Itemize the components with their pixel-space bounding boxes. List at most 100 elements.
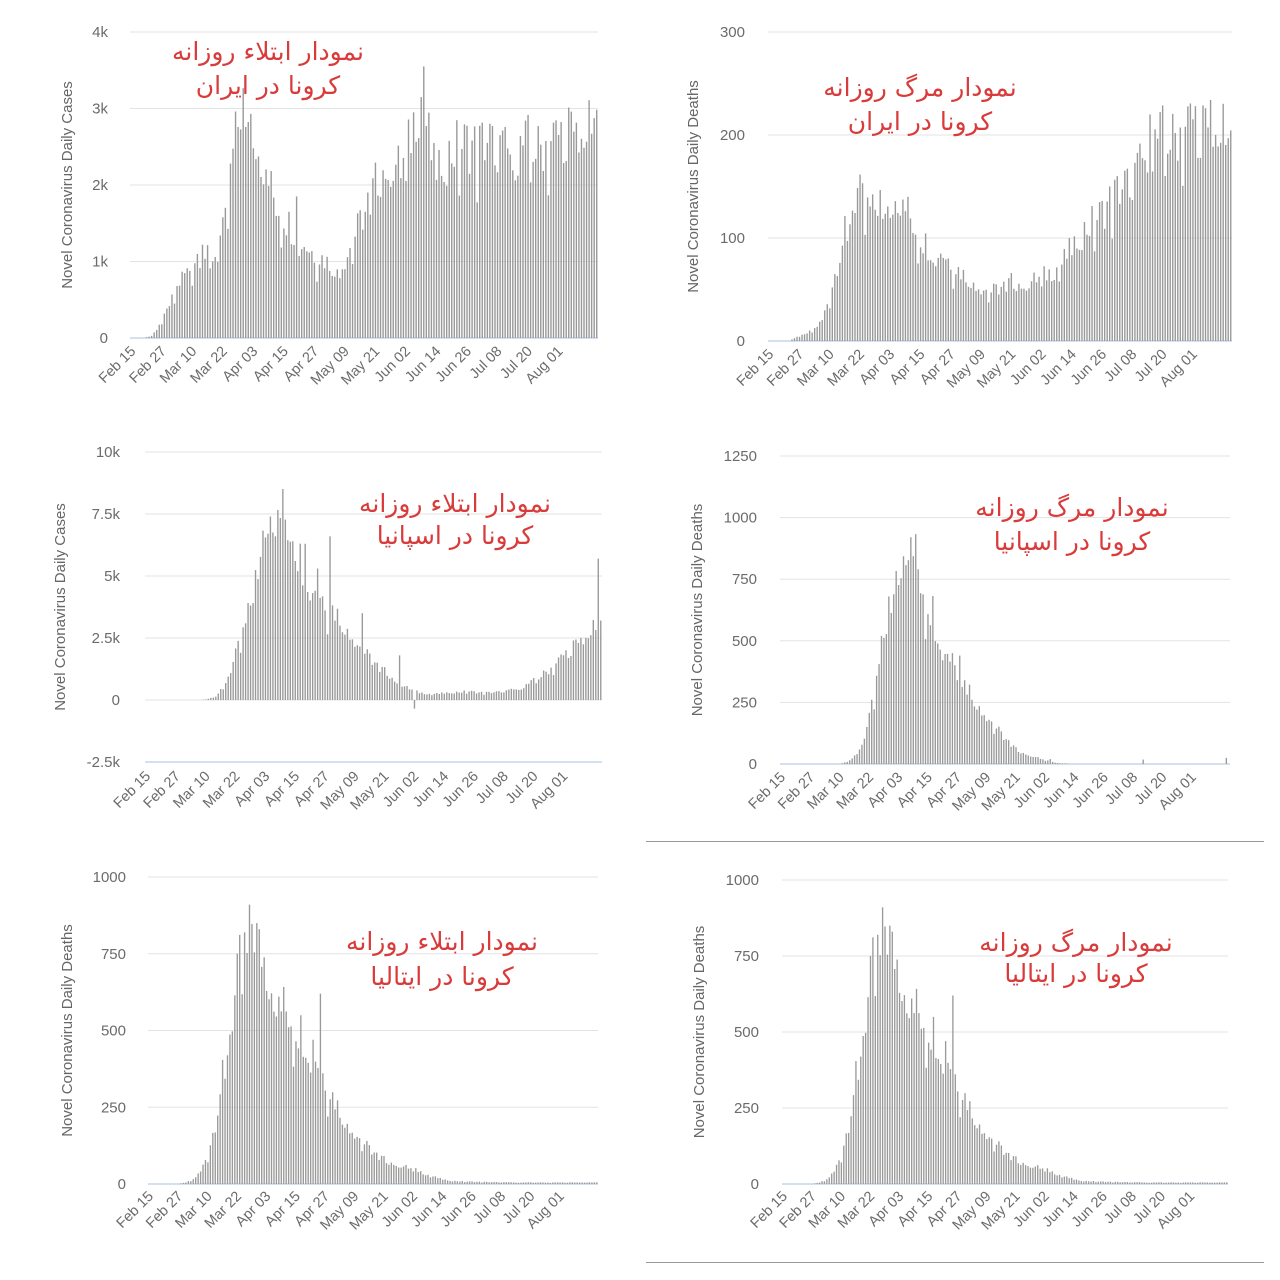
bar <box>811 332 813 341</box>
bar <box>925 1067 927 1184</box>
bar <box>866 197 869 341</box>
bar <box>1046 1168 1049 1184</box>
bar <box>575 639 577 700</box>
bar <box>1054 1174 1056 1184</box>
bar <box>295 1041 297 1184</box>
bar <box>1139 143 1141 341</box>
bar <box>417 1172 419 1184</box>
bar <box>498 1182 500 1184</box>
y-tick-label: 10k <box>96 444 121 461</box>
bar <box>1030 281 1033 341</box>
bar <box>891 931 893 1184</box>
bar <box>1015 291 1018 341</box>
bar <box>1136 1182 1138 1184</box>
bar <box>1194 1182 1196 1184</box>
bar <box>818 1182 821 1184</box>
bar <box>869 955 872 1184</box>
bar <box>1169 149 1171 341</box>
bar <box>445 185 448 338</box>
bar <box>1096 220 1098 341</box>
bar <box>1020 753 1022 764</box>
bar <box>1209 1182 1211 1184</box>
bar <box>349 1133 351 1184</box>
bar <box>881 907 884 1184</box>
bar <box>458 692 460 700</box>
bar <box>905 565 907 764</box>
bar <box>385 1163 388 1184</box>
bar <box>946 653 949 764</box>
bar <box>1102 1181 1104 1184</box>
bar <box>236 953 238 1184</box>
bar <box>483 694 485 700</box>
bar <box>956 680 958 764</box>
y-axis-label: Novel Coronavirus Daily Cases <box>59 81 76 289</box>
bar <box>468 691 470 700</box>
bar <box>402 157 405 338</box>
bar <box>1100 1181 1102 1184</box>
bar <box>407 119 410 338</box>
bar <box>427 1174 429 1184</box>
divider-line <box>646 841 1264 842</box>
bar <box>257 156 260 338</box>
bar <box>954 665 956 764</box>
bar <box>537 126 539 338</box>
bar <box>919 593 922 764</box>
bar <box>341 632 344 700</box>
bar <box>412 112 415 338</box>
y-tick-label: -2.5k <box>87 754 121 771</box>
bar <box>570 655 572 700</box>
bar <box>552 1182 554 1184</box>
bar <box>572 640 575 700</box>
bar <box>1151 171 1154 341</box>
bar <box>585 637 587 700</box>
bar <box>855 1061 857 1184</box>
bar <box>1141 1182 1143 1184</box>
bar <box>596 1182 598 1184</box>
bar <box>831 1173 833 1184</box>
bar <box>1141 158 1144 341</box>
bar <box>245 126 247 339</box>
bar <box>950 269 952 341</box>
bar <box>557 135 560 338</box>
bar <box>897 213 899 341</box>
bar <box>486 1181 488 1184</box>
bar <box>929 625 932 764</box>
bar <box>1126 168 1129 341</box>
bar <box>466 125 468 338</box>
bar <box>1131 199 1134 341</box>
bar <box>1052 761 1054 764</box>
bar <box>875 675 878 764</box>
bar <box>1219 142 1222 341</box>
bar <box>476 202 478 338</box>
bar <box>309 600 311 700</box>
bar <box>307 592 309 700</box>
bar <box>1212 146 1214 341</box>
bar <box>1030 756 1032 764</box>
bar <box>283 228 285 338</box>
bar <box>866 726 868 764</box>
bar <box>273 1011 275 1184</box>
bar <box>1032 757 1034 764</box>
bar <box>1121 1182 1124 1184</box>
bar <box>583 1182 586 1184</box>
bar <box>868 712 870 764</box>
bar <box>287 540 289 700</box>
bar <box>510 1182 512 1184</box>
bar <box>545 140 547 338</box>
bar <box>562 163 565 338</box>
bar <box>351 639 354 700</box>
bar <box>1061 264 1063 341</box>
bar <box>949 661 951 764</box>
bar <box>1170 1182 1172 1184</box>
bar <box>517 175 519 338</box>
bar <box>864 234 866 341</box>
bar <box>552 675 555 700</box>
bar <box>1010 746 1012 764</box>
bar <box>1012 745 1015 764</box>
bar <box>226 1055 229 1184</box>
bar <box>1044 760 1047 764</box>
bar <box>422 1174 424 1184</box>
bar <box>1032 1167 1034 1184</box>
bar <box>383 1156 385 1184</box>
bar <box>1051 1171 1053 1184</box>
